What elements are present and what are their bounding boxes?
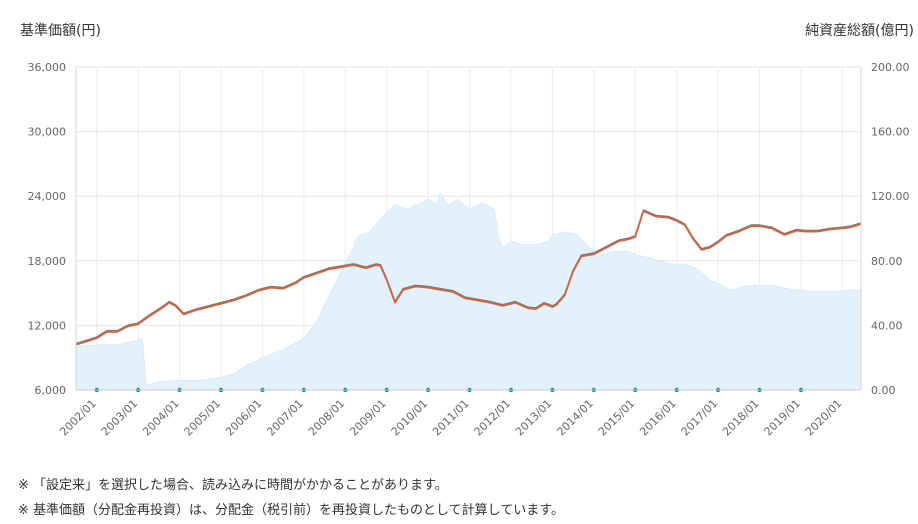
x-tick-label: 2018/01: [720, 397, 762, 439]
x-tick-label: 2013/01: [513, 397, 555, 439]
y-left-tick-label: 36,000: [28, 61, 67, 74]
y-axis-right-title: 純資産総額(億円): [805, 23, 914, 39]
x-tick-label: 2020/01: [803, 397, 845, 439]
x-tick-label: 2015/01: [596, 397, 638, 439]
price-chart: 6,000 0.00 12,000 40.00 18,000 80.00 24,000 120…: [28, 61, 910, 439]
y-right-tick-label: 40.00: [871, 319, 903, 332]
x-tick-label: 2009/01: [347, 397, 389, 439]
y-right-tick-label: 200.00: [871, 61, 910, 74]
x-tick-label: 2017/01: [679, 397, 721, 439]
x-tick-label: 2012/01: [472, 397, 514, 439]
x-tick-label: 2014/01: [554, 397, 596, 439]
base-price-reinvested-line: [75, 209, 862, 345]
y-left-tick-label: 18,000: [28, 255, 67, 268]
net-assets-area: [75, 192, 862, 391]
y-left-tick-label: 6,000: [35, 384, 67, 397]
y-left-tick-label: 24,000: [28, 190, 67, 203]
x-tick-label: 2010/01: [389, 397, 431, 439]
x-tick-label: 2005/01: [182, 397, 224, 439]
base-price-line: [75, 210, 862, 346]
y-left-tick-label: 30,000: [28, 126, 67, 139]
y-right-tick-label: 80.00: [871, 255, 903, 268]
x-tick-label: 2007/01: [264, 397, 306, 439]
x-tick-label: 2003/01: [99, 397, 141, 439]
y-axis-left-title: 基準価額(円): [20, 23, 101, 39]
y-right-tick-label: 0.00: [871, 384, 896, 397]
x-tick-label: 2016/01: [637, 397, 679, 439]
x-tick-label: 2004/01: [140, 397, 182, 439]
y-right-tick-label: 160.00: [871, 126, 910, 139]
x-tick-label: 2008/01: [306, 397, 348, 439]
y-left-tick-label: 12,000: [28, 319, 67, 332]
note-reinvestment: ※ 基準価額（分配金再投資）は、分配金（税引前）を再投資したものとして計算してい…: [18, 503, 564, 518]
x-tick-label: 2011/01: [430, 397, 472, 439]
note-loading-time: ※ 「設定来」を選択した場合、読み込みに時間がかかることがあります。: [18, 478, 448, 493]
y-right-tick-label: 120.00: [871, 190, 910, 203]
x-tick-label: 2006/01: [223, 397, 265, 439]
x-tick-label: 2002/01: [57, 397, 99, 439]
x-tick-label: 2019/01: [762, 397, 804, 439]
